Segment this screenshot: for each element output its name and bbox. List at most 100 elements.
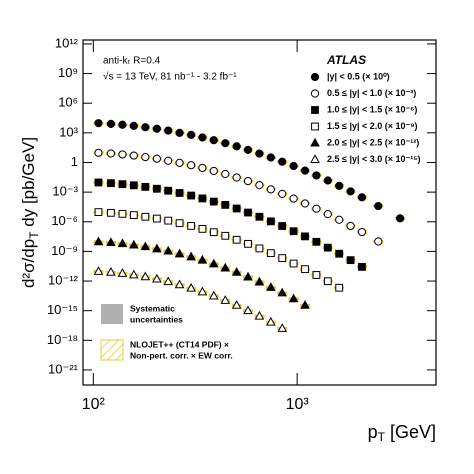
- data-point: [117, 268, 128, 277]
- data-point: [232, 142, 241, 151]
- data-point: [198, 163, 207, 173]
- data-point: [94, 178, 103, 187]
- data-point: [163, 245, 174, 255]
- legend-marker: [310, 137, 320, 147]
- data-point: [197, 254, 208, 264]
- data-point: [174, 248, 185, 258]
- data-point: [232, 204, 241, 213]
- legend-label: Non-pert. corr. × EW corr.: [130, 350, 233, 360]
- data-point: [129, 211, 138, 220]
- y-tick-label: 1: [71, 154, 78, 169]
- y-axis-label-part: d²σ/dp: [19, 239, 38, 288]
- data-point: [208, 290, 219, 300]
- data-point: [118, 209, 127, 218]
- data-point: [288, 293, 299, 303]
- x-axis-label: pT [GeV]: [368, 422, 436, 444]
- y-tick-label: 10¹²: [55, 35, 79, 50]
- data-point: [175, 158, 184, 167]
- data-point: [128, 269, 139, 279]
- data-point: [289, 194, 298, 203]
- data-point: [93, 266, 104, 275]
- legend-label: 0.5 ≤ |y| < 1.0 (× 10⁻³): [327, 88, 416, 98]
- data-point: [335, 249, 344, 258]
- y-tick-label: 10⁻¹⁵: [47, 302, 78, 317]
- data-point: [140, 271, 151, 281]
- legend-label: 1.0 ≤ |y| < 1.5 (× 10⁻⁶): [327, 104, 417, 114]
- data-point: [312, 204, 321, 213]
- data-point: [186, 282, 197, 292]
- data-point: [129, 181, 138, 190]
- data-point: [197, 286, 208, 296]
- data-point: [357, 193, 367, 202]
- data-point: [300, 199, 310, 208]
- data-point: [255, 244, 264, 253]
- data-point: [221, 139, 230, 148]
- data-point: [94, 148, 103, 157]
- data-point: [93, 236, 104, 246]
- data-point: [221, 169, 230, 179]
- data-point: [374, 237, 383, 246]
- data-point: [374, 201, 383, 211]
- data-point: [254, 310, 265, 320]
- y-tick-label: 10⁻²¹: [48, 361, 79, 376]
- data-point: [396, 214, 405, 223]
- data-point: [266, 249, 275, 258]
- data-point: [209, 197, 218, 206]
- data-point: [289, 259, 298, 268]
- data-point: [335, 215, 344, 224]
- legend-label: Systematic: [130, 303, 175, 313]
- data-point: [107, 179, 115, 188]
- data-point: [265, 282, 276, 291]
- data-point: [198, 224, 207, 233]
- data-point: [231, 300, 242, 309]
- y-tick-label: 10⁻³: [52, 184, 78, 199]
- legend-marker: [310, 89, 320, 98]
- data-point: [175, 128, 184, 137]
- data-point: [301, 265, 309, 274]
- data-point: [243, 271, 253, 281]
- data-point: [106, 149, 116, 158]
- data-point: [129, 151, 138, 160]
- data-point: [243, 177, 253, 186]
- data-point: [152, 124, 161, 133]
- data-point: [255, 212, 264, 221]
- data-point: [209, 228, 218, 237]
- data-point: [209, 166, 218, 176]
- data-point: [152, 184, 161, 193]
- data-point: [187, 191, 196, 200]
- legend-label: uncertainties: [130, 314, 183, 324]
- legend-label: 1.5 ≤ |y| < 2.0 (× 10⁻⁹): [327, 121, 418, 131]
- data-point: [243, 305, 253, 315]
- data-point: [164, 156, 173, 165]
- data-point: [323, 176, 332, 185]
- legend-label: 2.5 ≤ |y| < 3.0 (× 10⁻¹⁵): [327, 154, 421, 164]
- x-tick-label: 10³: [286, 396, 310, 413]
- data-point: [221, 231, 230, 240]
- chart-title: ATLAS: [326, 53, 366, 67]
- data-point: [244, 239, 252, 248]
- data-point: [106, 119, 116, 128]
- data-point: [118, 150, 127, 159]
- legend-swatch: [100, 339, 124, 361]
- data-point: [335, 181, 344, 190]
- data-point: [152, 243, 162, 253]
- data-point: [186, 251, 197, 261]
- y-tick-label: 10⁻¹⁸: [47, 332, 78, 347]
- data-point: [232, 235, 241, 244]
- data-point: [129, 121, 138, 130]
- legend-label: |y| < 0.5 (× 10⁰): [327, 71, 390, 81]
- data-point: [254, 276, 265, 286]
- data-point: [164, 126, 173, 135]
- data-point: [244, 208, 252, 217]
- data-point: [265, 316, 276, 326]
- data-point: [152, 273, 162, 283]
- data-point: [300, 166, 310, 175]
- x-tick-label: 10²: [82, 396, 106, 413]
- legend-marker: [311, 122, 319, 131]
- data-point: [152, 154, 161, 163]
- data-point: [312, 237, 321, 246]
- data-point: [163, 276, 174, 286]
- data-point: [323, 243, 332, 252]
- y-tick-label: 10⁻¹²: [48, 272, 79, 287]
